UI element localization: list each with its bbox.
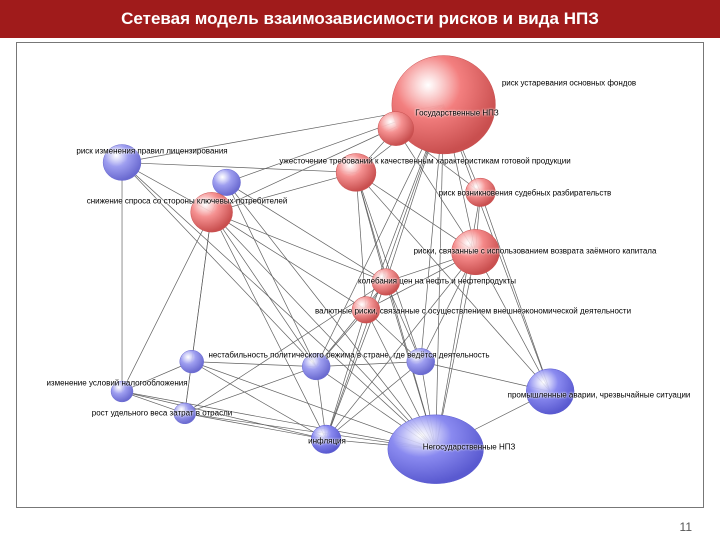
edge <box>356 172 366 309</box>
node <box>213 169 241 195</box>
node <box>378 112 414 146</box>
page-number: 11 <box>680 520 692 534</box>
network-svg <box>17 43 703 507</box>
title-bar: Сетевая модель взаимозависимости рисков … <box>0 0 720 38</box>
node <box>452 229 500 274</box>
edge <box>122 162 356 172</box>
node <box>103 145 141 181</box>
edge <box>185 413 326 439</box>
node <box>311 425 341 453</box>
node <box>111 381 133 402</box>
node <box>526 369 574 414</box>
node <box>407 348 435 374</box>
node <box>466 178 496 206</box>
edge <box>212 212 436 449</box>
edge <box>480 192 550 391</box>
node <box>336 154 376 192</box>
node <box>191 192 233 232</box>
node <box>372 269 400 295</box>
node <box>302 353 330 379</box>
edge <box>476 252 551 391</box>
edge <box>122 391 436 449</box>
edge <box>227 182 436 449</box>
edge <box>436 105 444 450</box>
edge <box>316 362 421 367</box>
edge <box>122 162 436 449</box>
node <box>352 297 380 323</box>
edge <box>212 212 327 439</box>
edge <box>212 212 317 366</box>
edge <box>192 362 316 367</box>
edge <box>326 252 475 439</box>
page-title: Сетевая модель взаимозависимости рисков … <box>121 9 599 29</box>
node <box>388 415 484 484</box>
edge <box>326 310 366 439</box>
edge <box>212 212 366 310</box>
diagram-frame: риск устаревания основных фондовГосударс… <box>16 42 704 508</box>
node <box>180 350 204 373</box>
node <box>174 403 196 424</box>
